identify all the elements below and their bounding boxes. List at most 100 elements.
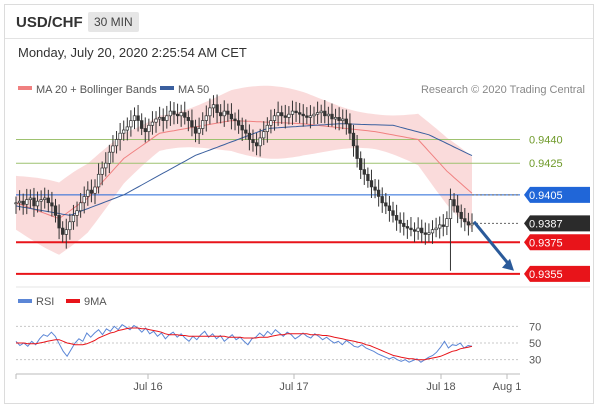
level-label-0.9440: 0.9440 (529, 135, 563, 147)
candle-body (136, 115, 140, 121)
candle-body (466, 221, 471, 226)
candle-body (175, 113, 180, 117)
legend-swatch-ma20 (18, 86, 32, 90)
candle-body (129, 120, 133, 128)
candle-body (330, 113, 334, 120)
projection-arrow-head (502, 258, 514, 271)
candle-body (398, 219, 402, 224)
candle-body (150, 121, 155, 126)
candle-body (75, 210, 79, 216)
rsi-tick-70: 70 (529, 321, 541, 333)
candle-body (57, 215, 61, 229)
candle-body (427, 232, 431, 235)
candle-body (254, 142, 259, 147)
candle-body (193, 126, 198, 134)
candle-body (423, 232, 427, 235)
candle-body (258, 137, 262, 147)
candle-body (312, 113, 316, 117)
candle-body (93, 186, 97, 194)
candle-body (452, 199, 456, 207)
candle-body (262, 131, 266, 139)
level-label-0.9387: 0.9387 (529, 218, 563, 230)
candle-body (46, 197, 50, 204)
candle-body (100, 167, 104, 175)
candle-body (319, 110, 323, 114)
candle-body (376, 189, 381, 197)
candle-body (190, 120, 194, 128)
candle-body (294, 110, 298, 114)
candle-body (438, 224, 442, 229)
candle-body (89, 189, 94, 194)
candle-body (380, 196, 384, 204)
candle-body (420, 227, 424, 234)
candle-body (355, 145, 359, 159)
candle-body (298, 112, 302, 115)
bollinger-band (16, 85, 472, 255)
candle-body (168, 110, 173, 117)
candle-body (287, 113, 291, 118)
candle-body (104, 162, 108, 169)
candle-body (280, 112, 284, 117)
candle-body (179, 112, 183, 117)
candle-body (369, 180, 374, 188)
candle-body (351, 132, 356, 147)
candle-body (233, 118, 237, 121)
candle-body (68, 221, 72, 231)
x-tick-label: Jul 17 (279, 381, 308, 393)
candle-body (348, 123, 352, 134)
candle-body (219, 112, 223, 117)
level-label-0.9355: 0.9355 (529, 269, 563, 281)
candle-body (391, 210, 395, 216)
candle-body (183, 112, 187, 118)
candle-body (301, 113, 305, 117)
legend-label-rsi: RSI (36, 296, 54, 308)
candle-body (43, 197, 47, 200)
candle-body (305, 115, 309, 118)
legend-label-ma20: MA 20 + Bollinger Bands (36, 84, 157, 96)
candle-body (333, 117, 338, 120)
candle-body (463, 218, 467, 223)
candle-body (64, 229, 68, 235)
candle-body (165, 115, 169, 121)
candle-body (323, 110, 327, 117)
level-tag-0.9375 (524, 234, 590, 251)
candle-body (434, 227, 438, 231)
x-tick-label: Aug 1 (493, 381, 522, 393)
candle-body (387, 205, 392, 211)
candle-body (384, 202, 388, 207)
level-tag-0.9355 (524, 265, 590, 282)
candle-body (157, 117, 162, 120)
candle-body (405, 226, 410, 229)
candle-body (362, 169, 366, 175)
candle-body (359, 158, 363, 170)
candle-body (211, 104, 216, 109)
candle-body (208, 107, 212, 117)
legend-label-9ma: 9MA (84, 296, 107, 308)
candle-body (265, 124, 269, 132)
candle-body (32, 197, 36, 207)
rsi-line (15, 324, 473, 363)
candle-body (251, 139, 255, 144)
timestamp: Monday, July 20, 2020 2:25:54 AM CET (18, 45, 247, 60)
candle-body (82, 196, 86, 204)
candle-body (111, 145, 115, 153)
candle-body (441, 224, 445, 227)
rsi-tick-30: 30 (529, 355, 541, 367)
credit-text: Research © 2020 Trading Central (421, 84, 585, 96)
candle-body (14, 202, 18, 205)
candle-body (143, 128, 147, 133)
candle-body (272, 115, 277, 121)
candle-body (215, 104, 219, 113)
interval-badge[interactable]: 30 MIN (88, 12, 139, 32)
candle-body (315, 112, 320, 115)
candle-body (247, 132, 252, 140)
candle-body (276, 112, 280, 117)
candle-body (229, 113, 234, 120)
symbol-title: USD/CHF (16, 14, 83, 31)
candle-body (337, 117, 341, 121)
projection-arrow-shaft (472, 220, 512, 267)
candle-body (269, 120, 273, 126)
candle-body (290, 110, 295, 115)
candle-body (244, 129, 248, 134)
legend-swatch-ma50 (160, 86, 174, 90)
